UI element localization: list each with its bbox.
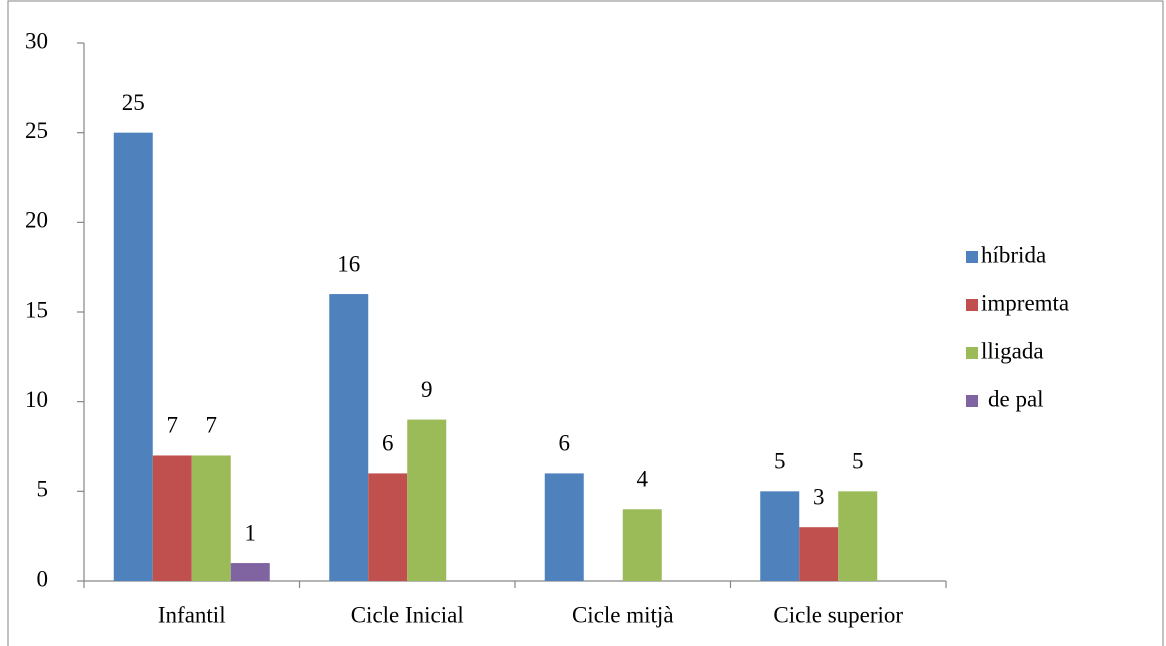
- value-label: 5: [852, 449, 864, 474]
- value-label: 16: [337, 251, 360, 276]
- legend-label: híbrida: [981, 242, 1046, 267]
- value-label: 25: [122, 90, 145, 115]
- value-label: 9: [421, 377, 433, 402]
- y-tick-label: 5: [37, 477, 49, 502]
- y-tick-label: 15: [25, 297, 48, 322]
- value-label: 1: [245, 520, 257, 545]
- x-tick-label: Cicle superior: [773, 602, 903, 627]
- bar: [368, 473, 408, 581]
- bar: [191, 455, 231, 581]
- bar: [407, 419, 447, 581]
- x-tick-label: Cicle mitjà: [572, 602, 674, 627]
- bar: [799, 527, 839, 581]
- value-label: 6: [382, 431, 394, 456]
- bar: [329, 294, 369, 581]
- y-tick-label: 30: [25, 28, 48, 53]
- value-label: 6: [559, 431, 571, 456]
- y-tick-label: 20: [25, 208, 48, 233]
- bar: [760, 491, 800, 581]
- x-tick-label: Infantil: [158, 602, 226, 627]
- legend-swatch: [966, 299, 978, 311]
- legend-label: lligada: [981, 338, 1044, 363]
- bar: [838, 491, 878, 581]
- bar: [622, 509, 662, 581]
- legend-swatch: [966, 251, 978, 263]
- value-label: 7: [167, 413, 179, 438]
- legend-label: impremta: [981, 290, 1069, 315]
- legend-swatch: [966, 395, 978, 407]
- y-tick-label: 0: [37, 566, 49, 591]
- legend-swatch: [966, 347, 978, 359]
- value-label: 3: [813, 484, 825, 509]
- value-label: 7: [206, 413, 218, 438]
- value-label: 4: [637, 467, 649, 492]
- y-tick-label: 10: [25, 387, 48, 412]
- bar: [152, 455, 192, 581]
- chart-frame: [7, 0, 1164, 646]
- value-label: 5: [774, 449, 786, 474]
- bar: [230, 563, 270, 581]
- bar: [113, 132, 153, 581]
- bar: [544, 473, 584, 581]
- x-tick-label: Cicle Inicial: [351, 602, 464, 627]
- y-tick-label: 25: [25, 118, 48, 143]
- legend-label: de pal: [988, 386, 1044, 411]
